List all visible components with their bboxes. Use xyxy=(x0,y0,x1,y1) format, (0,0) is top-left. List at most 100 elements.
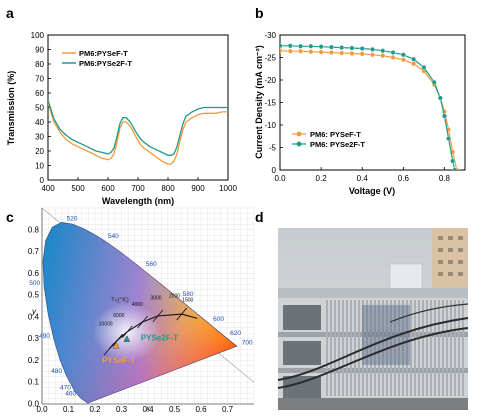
photo-louver-slat xyxy=(446,300,448,396)
legend-marker xyxy=(296,141,302,147)
wavelength-label: 490 xyxy=(39,333,50,340)
y-tick-label: -30 xyxy=(264,31,276,40)
transmission-chart: 400 500 600 700 800 900 1000 0 10 20 30 40 50 60 70 80 9… xyxy=(6,31,237,206)
wavelength-label: 460 xyxy=(65,390,76,397)
photo-louver-slat xyxy=(430,300,432,396)
isotherm-line xyxy=(152,309,164,323)
wavelength-label: 520 xyxy=(67,215,78,222)
temperature-label: 1500 xyxy=(182,298,193,304)
legend-label: PM6: PYSeF-T xyxy=(310,130,361,139)
data-point xyxy=(380,48,386,54)
y-tick-label: -20 xyxy=(264,76,276,85)
y-tick-label: 0.6 xyxy=(28,269,40,278)
data-point xyxy=(349,45,355,51)
wavelength-label: 620 xyxy=(230,330,241,337)
data-point xyxy=(380,53,386,59)
photo-louver-slat xyxy=(418,300,420,396)
photo-roof xyxy=(278,288,468,298)
y-tick-label: 0.3 xyxy=(28,334,40,343)
data-point xyxy=(287,43,293,49)
x-tick-label: 0.0 xyxy=(274,174,286,183)
y-tick-label: 50 xyxy=(35,104,44,113)
temperature-label: 10000 xyxy=(99,322,113,328)
photo-wire xyxy=(277,317,469,381)
legend-label: PM6: PYSe2F-T xyxy=(310,140,365,149)
photo-louver-slat xyxy=(350,300,352,396)
data-point xyxy=(298,48,304,54)
data-point xyxy=(437,95,443,101)
data-point xyxy=(349,50,355,56)
y-tick-label: 0.8 xyxy=(28,225,40,234)
isotherm-line xyxy=(122,325,133,338)
cie-point-label: PYSe2F-T xyxy=(141,334,178,343)
data-point xyxy=(339,45,345,51)
x-tick-label: 0.2 xyxy=(316,174,328,183)
photo-louver-slat xyxy=(342,300,344,396)
x-tick-label: 0.6 xyxy=(195,405,207,414)
x-tick-label: 700 xyxy=(131,184,145,193)
y-tick-label: 20 xyxy=(35,147,44,156)
photo-louver-slat xyxy=(454,300,456,396)
data-point xyxy=(411,61,417,67)
series-line xyxy=(280,45,456,170)
x-tick-label: 0.5 xyxy=(169,405,181,414)
cie-chart: 0.0 0.1 0.2 0.3 0.4 0.5 0.6 0.7 0.0 0.1 0.2 0.3 0.4 0… xyxy=(28,207,255,414)
data-point xyxy=(339,50,345,56)
wavelength-label: 540 xyxy=(108,233,119,240)
photo-tower-windows xyxy=(438,236,463,276)
data-point xyxy=(452,167,458,170)
data-point xyxy=(280,48,283,54)
data-point xyxy=(390,55,396,61)
x-tick-label: 1000 xyxy=(219,184,237,193)
x-tick-label: 800 xyxy=(161,184,175,193)
data-point xyxy=(318,44,324,50)
x-tick-label: 0.7 xyxy=(222,405,234,414)
y-tick-label: 0.1 xyxy=(28,378,40,387)
photo-wire xyxy=(389,303,469,323)
y-tick-label: -15 xyxy=(264,99,276,108)
y-tick-label: 0.4 xyxy=(28,312,40,321)
series-line xyxy=(280,50,458,170)
photo-louver-slat xyxy=(438,300,440,396)
photo-louver-slat xyxy=(406,300,408,396)
y-tick-label: 0 xyxy=(272,166,277,175)
legend-marker xyxy=(296,131,302,137)
series-line xyxy=(48,100,228,156)
photo-louver-slat xyxy=(398,300,400,396)
temperature-label: 4000 xyxy=(132,302,143,308)
data-point xyxy=(359,46,365,52)
data-point xyxy=(308,49,314,55)
y-tick-label: 90 xyxy=(35,46,44,55)
panel-label-c: c xyxy=(6,209,14,225)
photo-louver-slat xyxy=(334,300,336,396)
temperature-label: 3000 xyxy=(150,295,161,301)
photo-louver-slat xyxy=(354,300,356,396)
y-tick-label: 0.7 xyxy=(28,247,40,256)
data-point xyxy=(359,51,365,57)
photo-louver-slat xyxy=(458,300,460,396)
y-tick-label: -10 xyxy=(264,121,276,130)
panel-label-a: a xyxy=(6,5,14,21)
x-tick-label: 0.0 xyxy=(36,405,48,414)
photo-louver-slat xyxy=(426,300,428,396)
jv-chart: 0.0 0.2 0.4 0.6 0.8 0 -5 -10 -15 -20 -25 -30 PM6: P… xyxy=(254,31,466,196)
data-point xyxy=(287,48,293,54)
x-tick-label: 0.4 xyxy=(142,405,154,414)
x-tick-label: 0.2 xyxy=(89,405,101,414)
panel-label-b: b xyxy=(255,5,264,21)
y-tick-label: 100 xyxy=(31,31,45,40)
y-axis-title: Current Density (mA cm⁻²) xyxy=(254,45,264,158)
legend-label: PM6:PYSe2F-T xyxy=(79,59,132,68)
photo-floor-band xyxy=(278,332,468,337)
x-axis-title: x xyxy=(145,404,151,413)
y-tick-label: 60 xyxy=(35,89,44,98)
y-tick-label: -25 xyxy=(264,54,276,63)
photo-floor-band xyxy=(278,368,468,373)
data-point xyxy=(318,49,324,55)
x-axis-title: Wavelength (nm) xyxy=(102,196,174,206)
data-point xyxy=(308,43,314,49)
data-point xyxy=(400,52,406,58)
cie-point xyxy=(112,341,120,349)
y-tick-label: 0.5 xyxy=(28,291,40,300)
y-tick-label: 80 xyxy=(35,60,44,69)
